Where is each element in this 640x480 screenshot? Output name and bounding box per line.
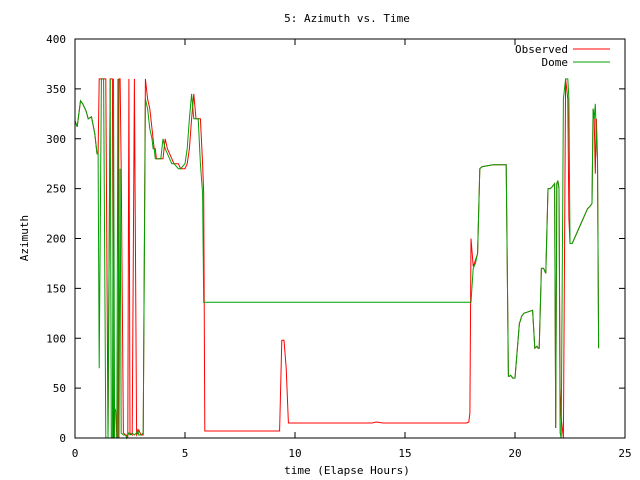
legend-label-observed: Observed — [515, 43, 568, 56]
x-tick-label: 10 — [288, 447, 301, 460]
x-tick-label: 15 — [398, 447, 411, 460]
y-tick-label: 250 — [46, 183, 66, 196]
x-tick-label: 0 — [72, 447, 79, 460]
y-tick-label: 100 — [46, 332, 66, 345]
y-tick-label: 50 — [53, 382, 66, 395]
y-tick-label: 0 — [59, 432, 66, 445]
y-tick-label: 200 — [46, 233, 66, 246]
y-tick-label: 350 — [46, 83, 66, 96]
x-axis-label: time (Elapse Hours) — [284, 464, 410, 477]
y-tick-label: 300 — [46, 133, 66, 146]
legend-label-dome: Dome — [542, 56, 569, 69]
y-axis-label: Azimuth — [18, 215, 31, 261]
x-tick-label: 20 — [508, 447, 521, 460]
x-tick-label: 5 — [182, 447, 189, 460]
y-tick-label: 400 — [46, 33, 66, 46]
x-tick-label: 25 — [618, 447, 631, 460]
legend: Observed Dome — [515, 43, 610, 69]
y-tick-label: 150 — [46, 282, 66, 295]
chart-title: 5: Azimuth vs. Time — [284, 12, 410, 25]
